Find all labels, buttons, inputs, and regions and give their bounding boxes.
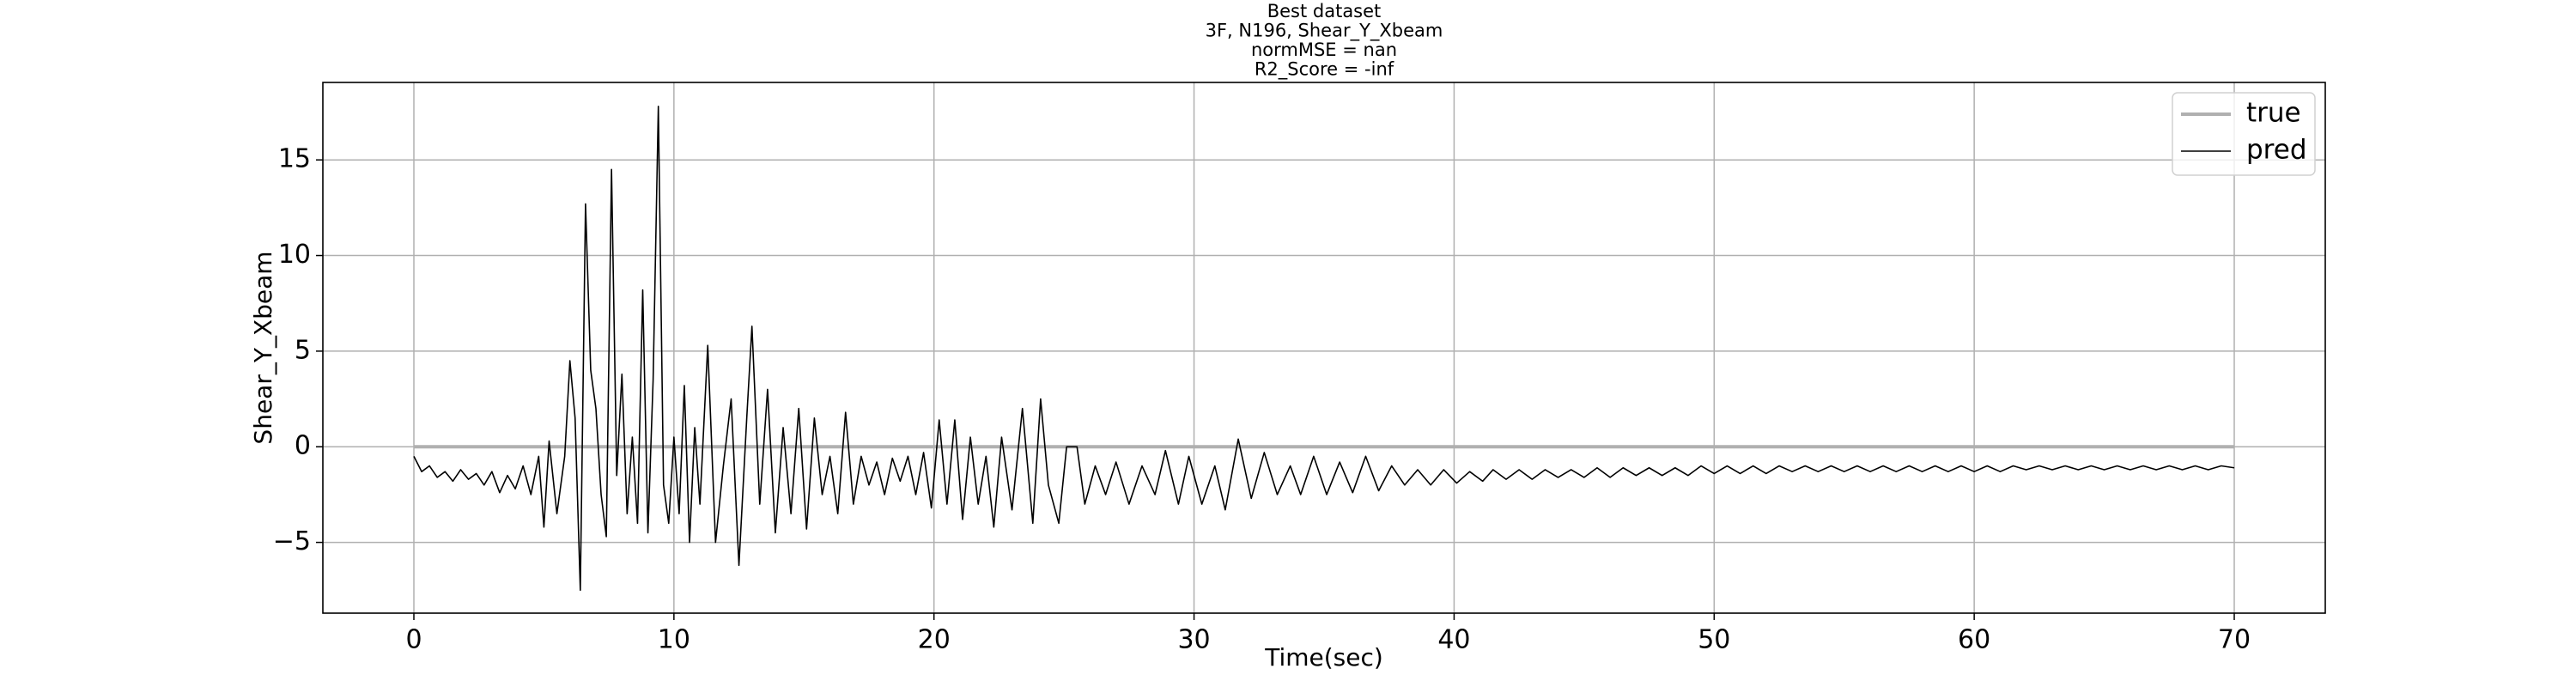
x-tick-label: 60 — [1958, 625, 1990, 655]
series-line — [413, 106, 2235, 592]
chart-title: Best dataset — [1267, 1, 1382, 21]
x-axis-label: Time(sec) — [1264, 643, 1383, 672]
x-tick-label: 70 — [2218, 625, 2251, 655]
plot-frame — [322, 82, 2326, 614]
y-tick-label: 0 — [295, 431, 311, 461]
y-tick-label: −5 — [273, 526, 311, 556]
y-tick-label: 10 — [278, 240, 311, 270]
chart-title: 3F, N196, Shear_Y_Xbeam — [1206, 21, 1443, 42]
chart-title: normMSE = nan — [1251, 40, 1397, 60]
x-tick-label: 50 — [1698, 625, 1730, 655]
x-tick-label: 0 — [405, 625, 422, 655]
y-axis-label: Shear_Y_Xbeam — [249, 251, 277, 444]
y-tick-label: 15 — [278, 144, 311, 174]
x-tick-label: 20 — [918, 625, 951, 655]
x-tick-label: 40 — [1437, 625, 1470, 655]
x-tick-label: 30 — [1177, 625, 1210, 655]
x-tick-label: 10 — [658, 625, 690, 655]
legend-label: pred — [2246, 135, 2307, 166]
chart-title: R2_Score = -inf — [1255, 59, 1394, 81]
y-tick-label: 5 — [295, 335, 311, 365]
legend-label: true — [2246, 98, 2301, 129]
